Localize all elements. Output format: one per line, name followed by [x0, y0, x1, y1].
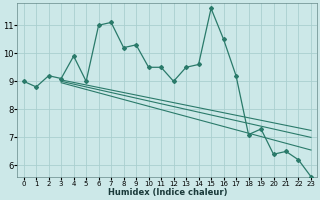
X-axis label: Humidex (Indice chaleur): Humidex (Indice chaleur)	[108, 188, 227, 197]
